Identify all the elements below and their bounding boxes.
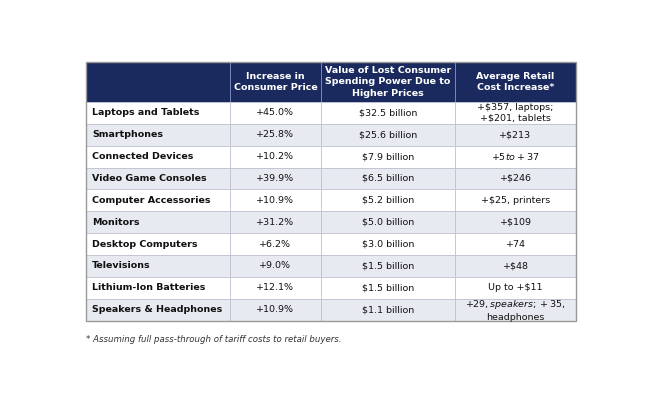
Bar (321, 168, 455, 190)
Text: +10.9%: +10.9% (257, 305, 295, 314)
Text: $3.0 billion: $3.0 billion (362, 240, 414, 248)
Bar (230, 211, 321, 233)
Bar (230, 124, 321, 146)
Text: +$48: +$48 (502, 262, 528, 270)
Bar (455, 168, 575, 190)
Text: $5.2 billion: $5.2 billion (362, 196, 414, 205)
Bar (230, 146, 321, 168)
Bar (86, 255, 230, 277)
Bar (321, 146, 455, 168)
Text: Speakers & Headphones: Speakers & Headphones (92, 305, 223, 314)
Text: Desktop Computers: Desktop Computers (92, 240, 197, 248)
Text: +74: +74 (506, 240, 526, 248)
Bar (86, 277, 230, 299)
Bar (230, 168, 321, 190)
Text: +$213: +$213 (499, 130, 531, 139)
Bar (321, 299, 455, 320)
Text: Up to +$11: Up to +$11 (488, 283, 542, 292)
Bar (230, 299, 321, 320)
Text: +9.0%: +9.0% (259, 262, 292, 270)
Bar (321, 233, 455, 255)
Bar (455, 62, 575, 102)
Text: Average Retail
Cost Increase*: Average Retail Cost Increase* (477, 72, 555, 92)
Bar (230, 255, 321, 277)
Text: $1.1 billion: $1.1 billion (362, 305, 414, 314)
Bar (86, 62, 575, 320)
Bar (455, 255, 575, 277)
Bar (230, 233, 321, 255)
Text: $5.0 billion: $5.0 billion (362, 218, 414, 227)
Text: Monitors: Monitors (92, 218, 139, 227)
Text: Value of Lost Consumer
Spending Power Due to
Higher Prices: Value of Lost Consumer Spending Power Du… (325, 66, 451, 98)
Bar (321, 277, 455, 299)
Bar (321, 102, 455, 124)
Bar (86, 168, 230, 190)
Bar (86, 233, 230, 255)
Text: +$109: +$109 (499, 218, 531, 227)
Bar (455, 190, 575, 211)
Text: +12.1%: +12.1% (257, 283, 295, 292)
Text: +25.8%: +25.8% (257, 130, 295, 139)
Text: +31.2%: +31.2% (257, 218, 295, 227)
Text: +$357, laptops;
+$201, tablets: +$357, laptops; +$201, tablets (477, 103, 553, 123)
Text: +45.0%: +45.0% (257, 108, 295, 117)
Text: +10.9%: +10.9% (257, 196, 295, 205)
Bar (321, 211, 455, 233)
Bar (321, 62, 455, 102)
Text: Laptops and Tablets: Laptops and Tablets (92, 108, 199, 117)
Bar (86, 146, 230, 168)
Bar (321, 190, 455, 211)
Text: +$29, speakers; +$35,
headphones: +$29, speakers; +$35, headphones (465, 298, 566, 322)
Bar (455, 233, 575, 255)
Text: +$5 to +$37: +$5 to +$37 (491, 151, 540, 162)
Text: Increase in
Consumer Price: Increase in Consumer Price (233, 72, 317, 92)
Text: $32.5 billion: $32.5 billion (359, 108, 417, 117)
Bar (230, 62, 321, 102)
Text: Televisions: Televisions (92, 262, 151, 270)
Text: Smartphones: Smartphones (92, 130, 163, 139)
Text: Video Game Consoles: Video Game Consoles (92, 174, 207, 183)
Text: +$25, printers: +$25, printers (481, 196, 550, 205)
Bar (455, 299, 575, 320)
Bar (86, 102, 230, 124)
Text: $25.6 billion: $25.6 billion (359, 130, 417, 139)
Text: $1.5 billion: $1.5 billion (362, 262, 414, 270)
Text: +39.9%: +39.9% (257, 174, 295, 183)
Bar (86, 299, 230, 320)
Bar (86, 62, 230, 102)
Text: $6.5 billion: $6.5 billion (362, 174, 414, 183)
Text: $1.5 billion: $1.5 billion (362, 283, 414, 292)
Bar (455, 102, 575, 124)
Bar (230, 102, 321, 124)
Text: Connected Devices: Connected Devices (92, 152, 194, 161)
Text: Lithium-Ion Batteries: Lithium-Ion Batteries (92, 283, 206, 292)
Bar (321, 255, 455, 277)
Bar (86, 124, 230, 146)
Bar (230, 277, 321, 299)
Bar (230, 190, 321, 211)
Bar (455, 277, 575, 299)
Bar (455, 211, 575, 233)
Bar (86, 211, 230, 233)
Text: +$246: +$246 (499, 174, 531, 183)
Text: +10.2%: +10.2% (257, 152, 295, 161)
Bar (321, 124, 455, 146)
Bar (455, 124, 575, 146)
Text: * Assuming full pass-through of tariff costs to retail buyers.: * Assuming full pass-through of tariff c… (86, 334, 341, 344)
Bar (86, 190, 230, 211)
Text: +6.2%: +6.2% (259, 240, 292, 248)
Text: $7.9 billion: $7.9 billion (362, 152, 414, 161)
Bar (455, 146, 575, 168)
Text: Computer Accessories: Computer Accessories (92, 196, 211, 205)
